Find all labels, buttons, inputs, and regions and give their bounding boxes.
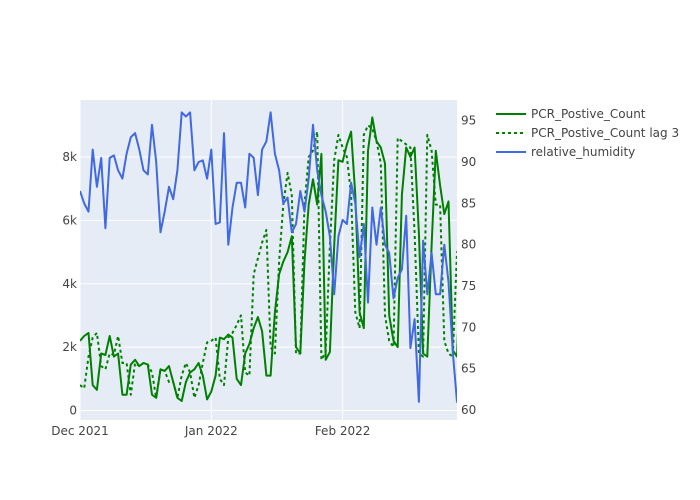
y-right-tick-label: 95 xyxy=(461,114,476,128)
plot-background xyxy=(80,100,457,420)
y-right-tick-label: 90 xyxy=(461,155,476,169)
y-left-tick-label: 4k xyxy=(62,277,77,291)
y-right-tick-label: 65 xyxy=(461,362,476,376)
series-line-2 xyxy=(80,124,457,399)
y-right-tick-label: 75 xyxy=(461,279,476,293)
y-left-tick-label: 2k xyxy=(62,340,77,354)
y-axis-right-ticks: 60 65 70 75 80 85 90 95 xyxy=(461,114,476,417)
x-tick-label: Jan 2022 xyxy=(184,424,238,438)
y-left-tick-label: 0 xyxy=(69,403,77,417)
y-left-tick-label: 8k xyxy=(62,150,77,164)
y-right-tick-label: 60 xyxy=(461,403,476,417)
legend-label: PCR_Postive_Count lag 3 xyxy=(531,126,679,140)
legend-label: relative_humidity xyxy=(531,145,635,159)
x-tick-label: Feb 2022 xyxy=(315,424,371,438)
series-layer xyxy=(80,111,457,404)
y-right-tick-label: 80 xyxy=(461,238,476,252)
legend-label: PCR_Postive_Count xyxy=(531,107,646,121)
y-right-tick-label: 70 xyxy=(461,320,476,334)
x-axis-ticks: Dec 2021 Jan 2022 Feb 2022 xyxy=(51,424,370,438)
series-line-3 xyxy=(80,111,457,404)
y-right-tick-label: 85 xyxy=(461,196,476,210)
y-left-tick-label: 6k xyxy=(62,213,77,227)
x-tick-label: Dec 2021 xyxy=(51,424,109,438)
legend: PCR_Postive_Count PCR_Postive_Count lag 3… xyxy=(496,107,679,159)
y-axis-left-ticks: 0 2k 4k 6k 8k xyxy=(62,150,77,417)
